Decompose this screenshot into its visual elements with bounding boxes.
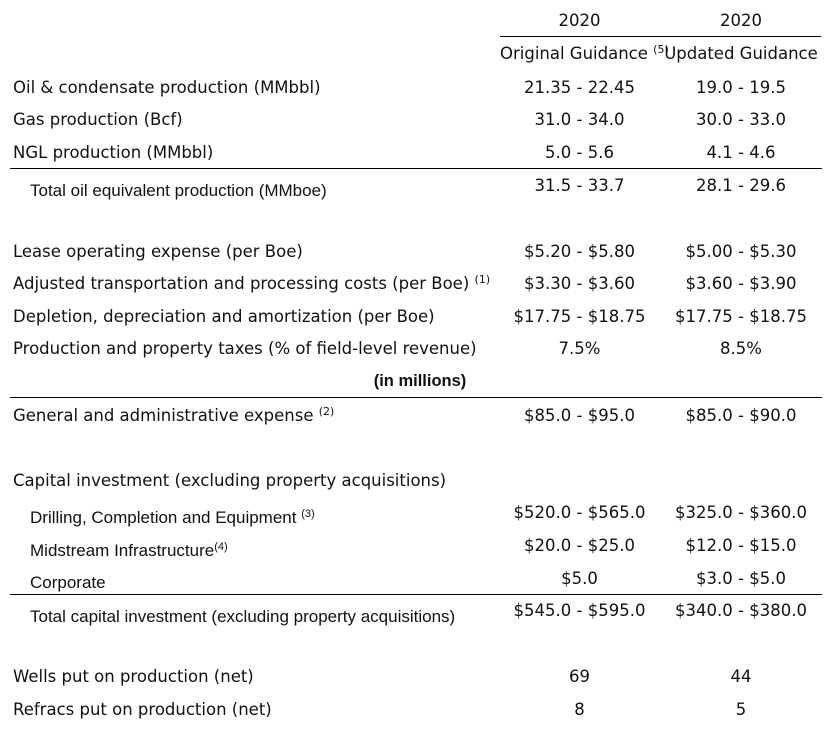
footnote-marker: (2): [318, 405, 335, 418]
capex-total-divider: [10, 594, 822, 595]
header-divider: [500, 36, 821, 37]
transport-original-value: $3.30 - $3.60: [524, 274, 635, 293]
refracs-original-value: 8: [574, 700, 585, 719]
total-capex-original-value: $545.0 - $595.0: [513, 601, 646, 620]
oil-original-value: 21.35 - 22.45: [524, 78, 635, 97]
gna-original-value: $85.0 - $95.0: [524, 406, 635, 425]
loe-original-value: $5.20 - $5.80: [524, 242, 635, 261]
row-label-gna: General and administrative expense (2): [13, 405, 335, 425]
row-label-loe: Lease operating expense (per Boe): [13, 242, 303, 261]
refracs-updated-value: 5: [735, 700, 747, 719]
midstream-updated-value: $12.0 - $15.0: [685, 536, 797, 555]
taxes-original-value: 7.5%: [558, 339, 601, 358]
oil-updated-value: 19.0 - 19.5: [696, 78, 786, 97]
footnote-marker: (3): [301, 508, 315, 520]
wells-updated-value: 44: [730, 667, 752, 686]
row-label-drilling: Drilling, Completion and Equipment (3): [30, 508, 315, 527]
year-updated-header: 2020: [720, 11, 762, 30]
updated-guidance-header: Updated Guidance: [664, 44, 818, 63]
footnote-marker: (4): [214, 541, 228, 553]
total-capex-updated-value: $340.0 - $380.0: [675, 601, 807, 620]
total-oe-original-value: 31.5 - 33.7: [534, 176, 625, 195]
corporate-updated-value: $3.0 - $5.0: [696, 569, 786, 588]
row-label-taxes: Production and property taxes (% of fiel…: [13, 339, 477, 358]
row-label-ngl: NGL production (MMbbl): [13, 143, 214, 162]
ngl-original-value: 5.0 - 5.6: [545, 143, 614, 162]
gas-updated-value: 30.0 - 33.0: [696, 110, 786, 129]
drilling-original-value: $520.0 - $565.0: [513, 503, 646, 522]
gas-original-value: 31.0 - 34.0: [534, 110, 625, 129]
ngl-updated-value: 4.1 - 4.6: [706, 143, 776, 162]
dda-updated-value: $17.75 - $18.75: [675, 307, 807, 326]
gna-updated-value: $85.0 - $90.0: [685, 406, 797, 425]
original-guidance-header: Original Guidance (5): [500, 43, 669, 63]
row-label-gas: Gas production (Bcf): [13, 110, 183, 129]
midstream-original-value: $20.0 - $25.0: [524, 536, 635, 555]
row-label-refracs: Refracs put on production (net): [13, 700, 272, 719]
dda-original-value: $17.75 - $18.75: [513, 307, 646, 326]
year-original-header: 2020: [558, 11, 601, 30]
row-label-corporate: Corporate: [30, 573, 106, 592]
wells-original-value: 69: [569, 667, 590, 686]
footnote-marker: (1): [474, 273, 491, 286]
loe-updated-value: $5.00 - $5.30: [685, 242, 797, 261]
drilling-updated-value: $325.0 - $360.0: [675, 503, 807, 522]
taxes-updated-value: 8.5%: [720, 339, 762, 358]
row-label-wells: Wells put on production (net): [13, 667, 254, 686]
production-total-divider: [10, 168, 822, 169]
row-label-oil: Oil & condensate production (MMbbl): [13, 78, 321, 97]
footnote-marker: (5): [653, 43, 669, 56]
capex-section-heading: Capital investment (excluding property a…: [13, 471, 447, 490]
gna-divider: [10, 397, 822, 398]
units-note: (in millions): [373, 372, 467, 390]
total-oe-updated-value: 28.1 - 29.6: [696, 176, 786, 195]
row-label-midstream: Midstream Infrastructure(4): [30, 541, 228, 560]
corporate-original-value: $5.0: [561, 569, 598, 588]
row-label-total-capex: Total capital investment (excluding prop…: [30, 607, 456, 626]
transport-updated-value: $3.60 - $3.90: [685, 274, 797, 293]
row-label-total-oe: Total oil equivalent production (MMboe): [30, 181, 327, 200]
row-label-transport: Adjusted transportation and processing c…: [13, 273, 491, 293]
row-label-dda: Depletion, depreciation and amortization…: [13, 307, 435, 326]
